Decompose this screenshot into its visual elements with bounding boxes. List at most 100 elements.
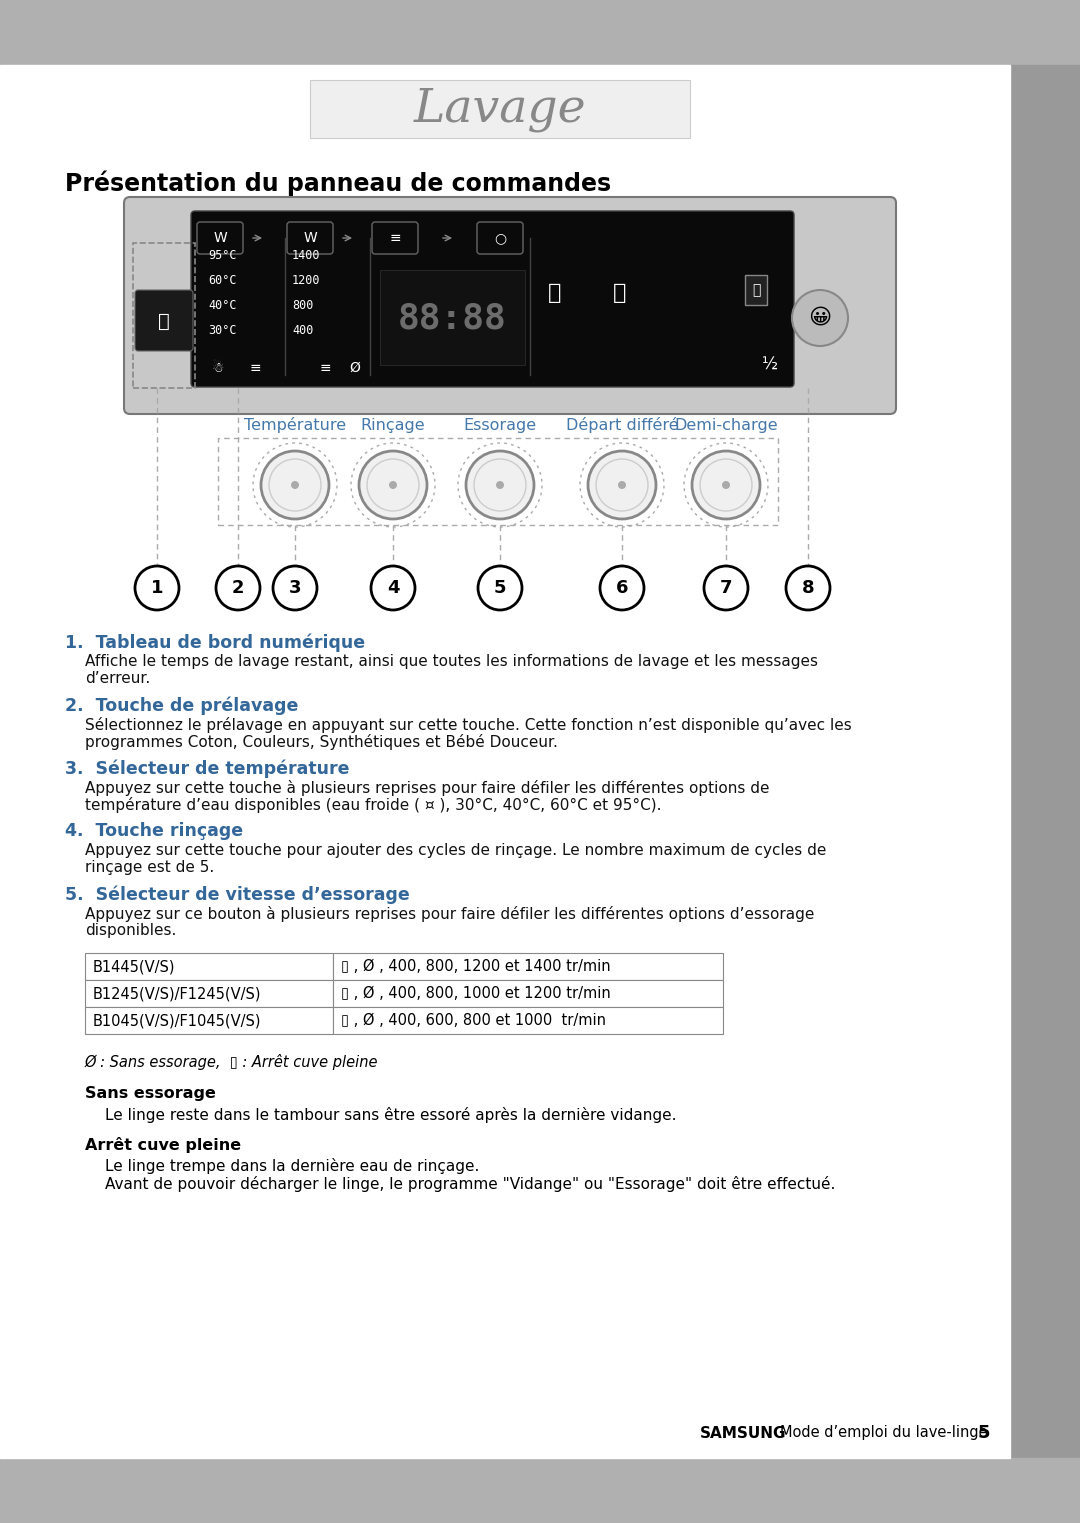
Text: 30°C: 30°C (208, 323, 237, 337)
FancyBboxPatch shape (135, 289, 193, 350)
FancyBboxPatch shape (124, 196, 896, 414)
Text: Ø : Sans essorage,  ▯ : Arrêt cuve pleine: Ø : Sans essorage, ▯ : Arrêt cuve pleine (85, 1054, 378, 1071)
Circle shape (478, 567, 522, 611)
Text: 1400: 1400 (292, 248, 321, 262)
Circle shape (496, 481, 504, 489)
Text: 7: 7 (719, 579, 732, 597)
Circle shape (692, 451, 760, 519)
Text: 95°C: 95°C (208, 248, 237, 262)
Text: 6: 6 (616, 579, 629, 597)
Text: 4: 4 (387, 579, 400, 597)
Text: rinçage est de 5.: rinçage est de 5. (85, 860, 214, 876)
Text: ≡: ≡ (320, 361, 330, 375)
Circle shape (261, 451, 329, 519)
Circle shape (792, 289, 848, 346)
Bar (333, 953, 723, 979)
Text: 🔒: 🔒 (752, 283, 760, 297)
Text: ▯ , Ø , 400, 600, 800 et 1000  tr/min: ▯ , Ø , 400, 600, 800 et 1000 tr/min (341, 1013, 606, 1028)
Text: Appuyez sur cette touche pour ajouter des cycles de rinçage. Le nombre maximum d: Appuyez sur cette touche pour ajouter de… (85, 844, 826, 857)
Text: Rinçage: Rinçage (361, 417, 426, 433)
Text: Avant de pouvoir décharger le linge, le programme "Vidange" ou "Essorage" doit ê: Avant de pouvoir décharger le linge, le … (105, 1176, 835, 1193)
Text: 1200: 1200 (292, 274, 321, 286)
Text: ⧗: ⧗ (613, 283, 626, 303)
Circle shape (588, 451, 656, 519)
Circle shape (618, 481, 626, 489)
Text: B1245(V/S)/F1245(V/S): B1245(V/S)/F1245(V/S) (93, 985, 261, 1001)
Circle shape (600, 567, 644, 611)
FancyBboxPatch shape (477, 222, 523, 254)
Bar (85, 953, 333, 979)
Circle shape (273, 567, 318, 611)
Text: température d’eau disponibles (eau froide ( ¤ ), 30°C, 40°C, 60°C et 95°C).: température d’eau disponibles (eau froid… (85, 797, 661, 813)
Text: 88:88: 88:88 (397, 302, 507, 335)
Text: Demi-charge: Demi-charge (674, 417, 778, 433)
Text: ⏱: ⏱ (549, 283, 562, 303)
Circle shape (723, 481, 730, 489)
Text: ▯ , Ø , 400, 800, 1200 et 1400 tr/min: ▯ , Ø , 400, 800, 1200 et 1400 tr/min (341, 959, 610, 975)
Text: 5: 5 (494, 579, 507, 597)
Text: 1.  Tableau de bord numérique: 1. Tableau de bord numérique (65, 634, 365, 652)
Text: 5.  Sélecteur de vitesse d’essorage: 5. Sélecteur de vitesse d’essorage (65, 885, 409, 903)
Text: ☃: ☃ (212, 361, 225, 375)
Bar (310, 81, 690, 139)
Text: 1: 1 (151, 579, 163, 597)
Text: 8: 8 (801, 579, 814, 597)
Text: Départ différé: Départ différé (566, 417, 678, 433)
Text: 4.  Touche rinçage: 4. Touche rinçage (65, 822, 243, 841)
Bar (380, 270, 525, 366)
Text: Appuyez sur cette touche à plusieurs reprises pour faire défiler les différentes: Appuyez sur cette touche à plusieurs rep… (85, 780, 769, 797)
Bar (0, 0, 1080, 65)
Text: Température: Température (244, 417, 346, 433)
Text: Le linge trempe dans la dernière eau de rinçage.: Le linge trempe dans la dernière eau de … (105, 1157, 480, 1174)
Text: 60°C: 60°C (208, 274, 237, 286)
Text: Appuyez sur ce bouton à plusieurs reprises pour faire défiler les différentes op: Appuyez sur ce bouton à plusieurs repris… (85, 906, 814, 921)
FancyBboxPatch shape (191, 212, 794, 387)
Circle shape (704, 567, 748, 611)
FancyBboxPatch shape (287, 222, 333, 254)
Text: W: W (303, 231, 316, 245)
Text: 40°C: 40°C (208, 299, 237, 312)
Text: SAMSUNG: SAMSUNG (700, 1426, 786, 1441)
Bar (745, 276, 767, 305)
Bar (333, 979, 723, 1007)
Text: 400: 400 (292, 323, 313, 337)
Text: Sélectionnez le prélavage en appuyant sur cette touche. Cette fonction n’est dis: Sélectionnez le prélavage en appuyant su… (85, 717, 852, 733)
Bar (333, 1007, 723, 1034)
Text: B1045(V/S)/F1045(V/S): B1045(V/S)/F1045(V/S) (93, 1013, 261, 1028)
Circle shape (216, 567, 260, 611)
Bar (0, 1458, 1080, 1523)
Text: Arrêt cuve pleine: Arrêt cuve pleine (85, 1138, 241, 1153)
Text: Affiche le temps de lavage restant, ainsi que toutes les informations de lavage : Affiche le temps de lavage restant, ains… (85, 653, 818, 669)
Text: 3.  Sélecteur de température: 3. Sélecteur de température (65, 758, 350, 778)
Circle shape (786, 567, 831, 611)
Bar (85, 1007, 333, 1034)
Text: d’erreur.: d’erreur. (85, 672, 150, 685)
Circle shape (389, 481, 397, 489)
Bar (85, 979, 333, 1007)
Text: Mode d’emploi du lave-linge: Mode d’emploi du lave-linge (780, 1426, 987, 1441)
Text: Lavage: Lavage (414, 87, 586, 131)
Text: 😀: 😀 (808, 308, 832, 327)
Circle shape (359, 451, 427, 519)
Circle shape (465, 451, 534, 519)
Text: W: W (213, 231, 227, 245)
Text: disponibles.: disponibles. (85, 923, 176, 938)
FancyBboxPatch shape (372, 222, 418, 254)
Text: ≡: ≡ (389, 231, 401, 245)
Text: 2.  Touche de prélavage: 2. Touche de prélavage (65, 696, 298, 714)
Text: ○: ○ (494, 231, 507, 245)
FancyBboxPatch shape (197, 222, 243, 254)
Text: Présentation du panneau de commandes: Présentation du panneau de commandes (65, 171, 611, 196)
Text: ½: ½ (761, 356, 778, 375)
Text: 2: 2 (232, 579, 244, 597)
Text: 3: 3 (288, 579, 301, 597)
Text: B1445(V/S): B1445(V/S) (93, 959, 175, 975)
Text: programmes Coton, Couleurs, Synthétiques et Bébé Douceur.: programmes Coton, Couleurs, Synthétiques… (85, 734, 558, 749)
Bar (1010, 65, 1080, 1458)
Text: Ø: Ø (350, 361, 361, 375)
Circle shape (135, 567, 179, 611)
Text: ≡: ≡ (249, 361, 260, 375)
Circle shape (372, 567, 415, 611)
Text: Sans essorage: Sans essorage (85, 1086, 216, 1101)
Text: ⧗: ⧗ (158, 312, 170, 330)
